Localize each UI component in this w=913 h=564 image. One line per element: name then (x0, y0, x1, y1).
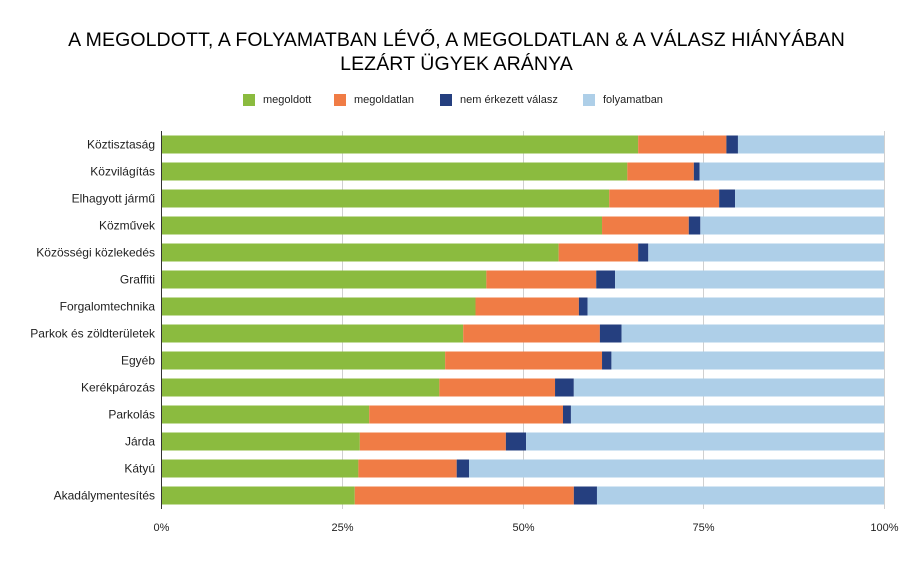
chart-title-line-2: LEZÁRT ÜGYEK ARÁNYA (340, 53, 573, 75)
bar-segment (359, 432, 506, 451)
x-tick-label: 100% (870, 522, 898, 534)
bar-segment (735, 189, 884, 208)
bar-segment (555, 378, 574, 397)
legend-swatch (583, 94, 595, 106)
bar-segment (161, 486, 355, 505)
bar-segment (161, 216, 603, 235)
legend-item-megoldatlan: megoldatlan (334, 94, 414, 106)
bar-segment (161, 270, 487, 289)
bar-segment (602, 351, 612, 370)
bar-segment (439, 378, 556, 397)
category-label: Kátyú (124, 462, 155, 476)
legend-swatch (440, 94, 452, 106)
legend-item-folyamatban: folyamatban (583, 94, 663, 106)
category-label: Kerékpározás (81, 381, 155, 395)
category-label: Közösségi közlekedés (36, 246, 155, 260)
bar-segment (161, 189, 610, 208)
legend-swatch (334, 94, 346, 106)
bar-segment (456, 459, 469, 478)
legend-label: nem érkezett válasz (460, 94, 558, 106)
bar-segment (638, 243, 649, 262)
bar-segment (602, 216, 689, 235)
bar-segment (599, 324, 622, 343)
legend-label: megoldott (263, 94, 312, 106)
bar-segment (161, 378, 440, 397)
category-label: Közvilágítás (90, 165, 155, 179)
bar-segment (463, 324, 600, 343)
bar-segment (737, 135, 884, 154)
x-tick-label: 50% (512, 522, 534, 534)
bar-segment (638, 135, 727, 154)
x-tick-label: 75% (692, 522, 714, 534)
bar-segment (558, 243, 639, 262)
category-label: Elhagyott jármű (72, 192, 156, 206)
bar-segment (526, 432, 884, 451)
bar-segment (688, 216, 701, 235)
bar-segment (570, 405, 884, 424)
bar-segment (609, 189, 720, 208)
chart-title: A MEGOLDOTT, A FOLYAMATBAN LÉVŐ, A MEGOL… (0, 28, 913, 76)
bar-segment (726, 135, 738, 154)
bar-segment (161, 243, 559, 262)
bar-segment (611, 351, 884, 370)
category-label: Közművek (99, 219, 156, 233)
bar-segment (161, 297, 476, 316)
category-label: Parkok és zöldterületek (30, 327, 156, 341)
bar-segment (596, 486, 884, 505)
bar-segment (161, 432, 360, 451)
x-tick-label: 25% (331, 522, 353, 534)
bar-segment (573, 378, 884, 397)
legend-swatch (243, 94, 255, 106)
bar-segment (369, 405, 563, 424)
legend-label: megoldatlan (354, 94, 414, 106)
category-label: Graffiti (120, 273, 155, 287)
bar-segment (161, 405, 370, 424)
bar-segment (578, 297, 588, 316)
category-label: Akadálymentesítés (54, 489, 155, 503)
category-label: Járda (125, 435, 155, 449)
x-tick-label: 0% (154, 522, 170, 534)
bar-segment (161, 135, 639, 154)
legend-label: folyamatban (603, 94, 663, 106)
bar-segment (596, 270, 616, 289)
bar-segment (699, 162, 884, 181)
legend-item-megoldott: megoldott (243, 94, 311, 106)
bar-segment (358, 459, 457, 478)
category-label: Forgalomtechnika (60, 300, 156, 314)
bar-segment (693, 162, 700, 181)
chart-title-line-1: A MEGOLDOTT, A FOLYAMATBAN LÉVŐ, A MEGOL… (68, 29, 845, 51)
bar-segment (161, 162, 628, 181)
bar-segment (161, 351, 446, 370)
bar-segment (700, 216, 884, 235)
bar-segment (627, 162, 694, 181)
bar-segment (354, 486, 574, 505)
bar-segment (445, 351, 603, 370)
bar-segment (505, 432, 527, 451)
category-label: Parkolás (108, 408, 155, 422)
legend-item-nem-erkezett-valasz: nem érkezett válasz (440, 94, 558, 106)
bar-segment (587, 297, 884, 316)
legend: megoldott megoldatlan nem érkezett válas… (0, 94, 913, 110)
bar-segment (562, 405, 571, 424)
bar-segment (161, 324, 464, 343)
bar-segment (468, 459, 884, 478)
bar-segment (648, 243, 884, 262)
bar-segment (573, 486, 597, 505)
bar-segment (621, 324, 884, 343)
bar-segment (615, 270, 884, 289)
bar-segment (486, 270, 597, 289)
category-label: Köztisztaság (87, 138, 155, 152)
bar-segment (719, 189, 736, 208)
category-label: Egyéb (121, 354, 155, 368)
bar-segment (475, 297, 579, 316)
bar-segment (161, 459, 359, 478)
